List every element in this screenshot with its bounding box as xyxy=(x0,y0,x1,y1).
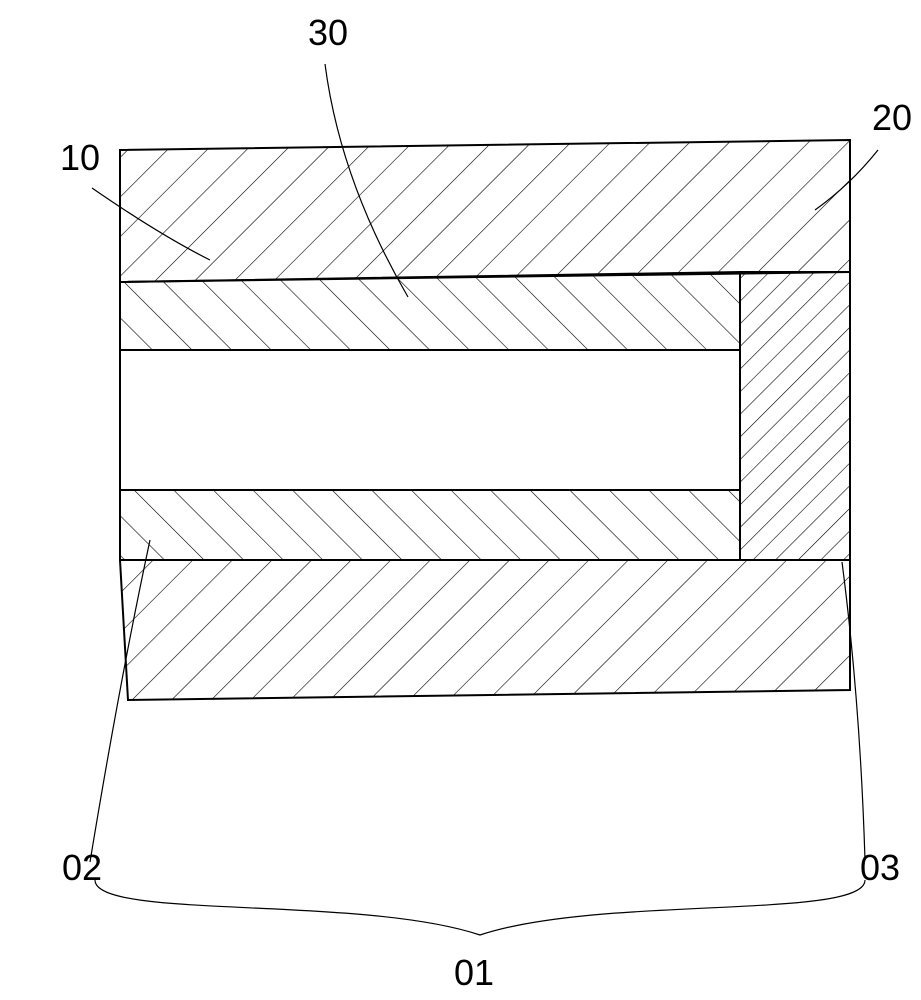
label-30: 30 xyxy=(308,12,348,53)
cross-section-svg: 10 30 20 02 03 01 xyxy=(0,0,921,1000)
label-03: 03 xyxy=(860,847,900,888)
inner-shell-top xyxy=(120,272,740,350)
inner-shell-bottom xyxy=(120,490,740,560)
label-01: 01 xyxy=(454,952,494,993)
end-block xyxy=(740,272,850,560)
cavity xyxy=(120,350,740,490)
label-02: 02 xyxy=(62,847,102,888)
label-20: 20 xyxy=(872,97,912,138)
label-10: 10 xyxy=(60,137,100,178)
diagram-container: 10 30 20 02 03 01 xyxy=(0,0,921,1000)
outer-shell-bottom xyxy=(120,560,850,700)
brace-01 xyxy=(95,880,865,935)
outer-shell-top xyxy=(120,140,850,282)
